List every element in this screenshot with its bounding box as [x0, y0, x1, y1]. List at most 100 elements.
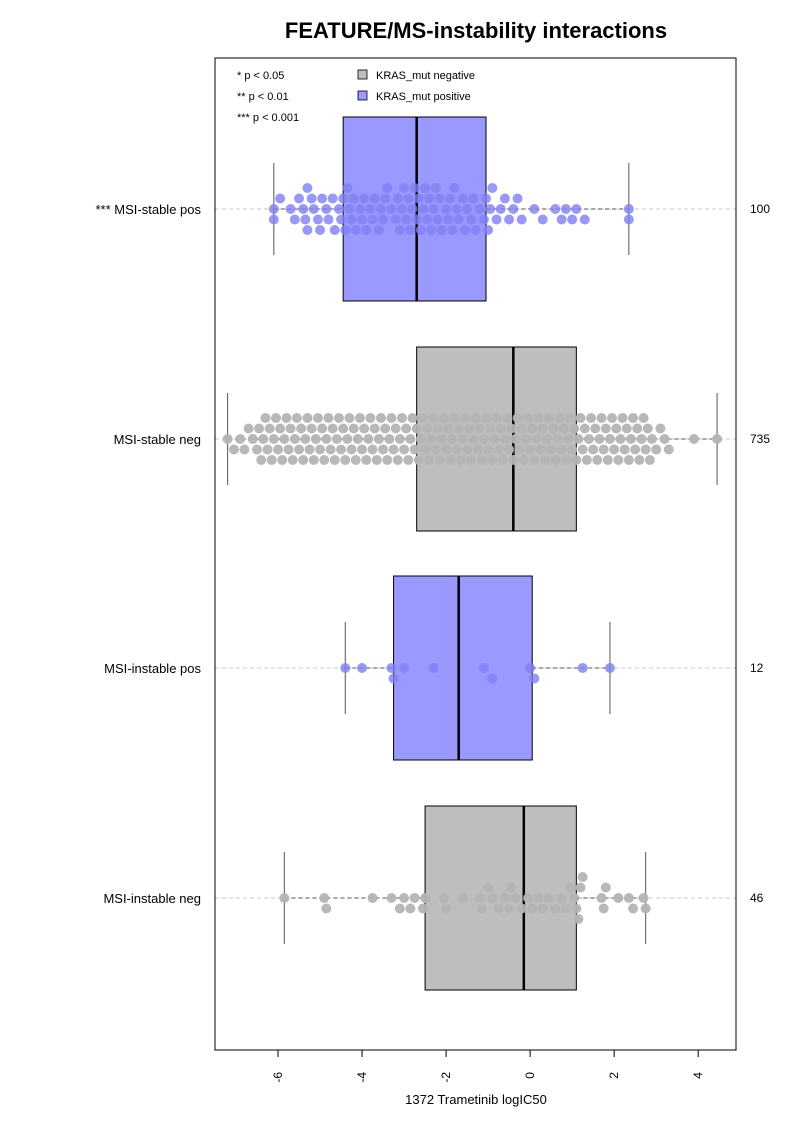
- data-point: [367, 444, 378, 455]
- data-point: [615, 434, 626, 444]
- data-point: [283, 444, 294, 455]
- data-point: [541, 434, 552, 444]
- data-point: [407, 413, 418, 423]
- data-point: [604, 434, 615, 444]
- data-point: [298, 455, 309, 465]
- data-point: [459, 413, 470, 423]
- data-point: [571, 903, 582, 914]
- data-point: [392, 455, 403, 465]
- data-point: [487, 673, 498, 684]
- data-point: [363, 434, 374, 444]
- data-point: [550, 903, 561, 914]
- data-point: [340, 663, 351, 673]
- data-point: [327, 423, 338, 434]
- data-point: [516, 423, 527, 434]
- data-point: [483, 444, 494, 455]
- data-point: [441, 204, 452, 214]
- data-point: [359, 423, 370, 434]
- data-point: [338, 193, 349, 204]
- legend-swatch: [357, 90, 368, 101]
- significance-legend-item: * p < 0.05: [237, 70, 284, 82]
- data-point: [520, 434, 531, 444]
- data-point: [323, 413, 334, 423]
- data-point: [539, 455, 550, 465]
- data-point: [342, 183, 353, 193]
- data-point: [619, 444, 630, 455]
- data-point: [533, 413, 544, 423]
- data-point: [420, 183, 431, 193]
- data-point: [331, 434, 342, 444]
- legend: * p < 0.05 ** p < 0.01 *** p < 0.001 KRAS_m…: [237, 69, 475, 124]
- data-point: [321, 903, 332, 914]
- data-point: [386, 204, 397, 214]
- data-point: [592, 455, 603, 465]
- data-point: [386, 413, 397, 423]
- data-point: [611, 423, 622, 434]
- data-point: [453, 423, 464, 434]
- data-point: [596, 893, 607, 903]
- data-point: [586, 413, 597, 423]
- data-point: [565, 882, 576, 893]
- data-point: [411, 423, 422, 434]
- data-point: [403, 193, 414, 204]
- data-point: [663, 444, 674, 455]
- data-point: [483, 225, 494, 235]
- data-point: [426, 434, 437, 444]
- data-point: [527, 423, 538, 434]
- data-point: [415, 225, 426, 235]
- x-tick-label: -4: [355, 1072, 369, 1083]
- data-point: [333, 204, 344, 214]
- data-point: [499, 893, 510, 903]
- data-point: [560, 903, 571, 914]
- x-tick-label: 2: [607, 1072, 621, 1079]
- x-tick-label: -2: [439, 1072, 453, 1083]
- data-point: [340, 225, 351, 235]
- data-point: [304, 444, 315, 455]
- data-point: [367, 893, 378, 903]
- data-point: [453, 214, 464, 225]
- data-point: [571, 455, 582, 465]
- data-point: [600, 423, 611, 434]
- data-point: [308, 204, 319, 214]
- data-point: [476, 455, 487, 465]
- data-point: [403, 455, 414, 465]
- data-point: [529, 673, 540, 684]
- data-point: [525, 663, 536, 673]
- data-point: [428, 413, 439, 423]
- data-point: [483, 882, 494, 893]
- data-point: [357, 214, 368, 225]
- data-point: [474, 204, 485, 214]
- data-point: [529, 455, 540, 465]
- data-point: [445, 193, 456, 204]
- data-point: [375, 413, 386, 423]
- data-point: [655, 423, 666, 434]
- data-point: [361, 455, 372, 465]
- data-point: [502, 413, 513, 423]
- data-point: [413, 455, 424, 465]
- data-point: [375, 204, 386, 214]
- data-point: [438, 413, 449, 423]
- data-point: [319, 893, 330, 903]
- data-point: [516, 903, 527, 914]
- data-point: [329, 225, 340, 235]
- data-point: [562, 434, 573, 444]
- x-tick-label: -6: [271, 1072, 285, 1083]
- data-point: [579, 214, 590, 225]
- data-point: [504, 214, 515, 225]
- data-point: [497, 455, 508, 465]
- data-point: [554, 413, 565, 423]
- data-point: [352, 434, 363, 444]
- data-point: [634, 455, 645, 465]
- data-point: [636, 434, 647, 444]
- data-point: [296, 423, 307, 434]
- data-point: [392, 193, 403, 204]
- data-point: [457, 893, 468, 903]
- data-point: [575, 882, 586, 893]
- data-point: [434, 455, 445, 465]
- data-point: [575, 413, 586, 423]
- data-point: [470, 225, 481, 235]
- data-point: [405, 434, 416, 444]
- data-point: [396, 204, 407, 214]
